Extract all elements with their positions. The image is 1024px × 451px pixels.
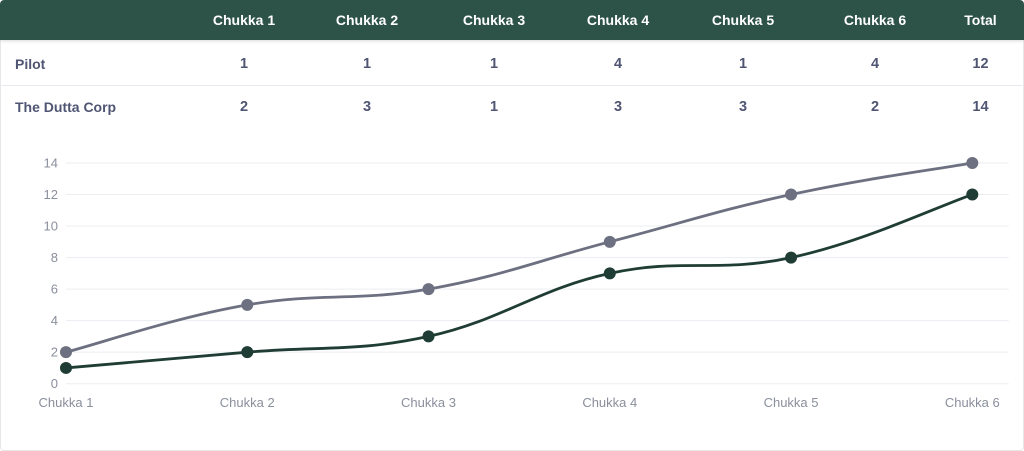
svg-text:Chukka 5: Chukka 5 xyxy=(764,395,819,410)
svg-text:10: 10 xyxy=(44,219,58,234)
svg-text:2: 2 xyxy=(51,345,58,360)
svg-text:4: 4 xyxy=(51,313,58,328)
svg-text:14: 14 xyxy=(44,156,58,171)
svg-text:8: 8 xyxy=(51,250,58,265)
svg-text:Chukka 4: Chukka 4 xyxy=(582,395,637,410)
svg-text:0: 0 xyxy=(51,376,58,391)
svg-text:Chukka 2: Chukka 2 xyxy=(220,395,275,410)
svg-text:Chukka 6: Chukka 6 xyxy=(945,395,1000,410)
svg-text:6: 6 xyxy=(51,282,58,297)
svg-text:Chukka 1: Chukka 1 xyxy=(39,395,94,410)
svg-text:12: 12 xyxy=(44,187,58,202)
svg-text:Chukka 3: Chukka 3 xyxy=(401,395,456,410)
